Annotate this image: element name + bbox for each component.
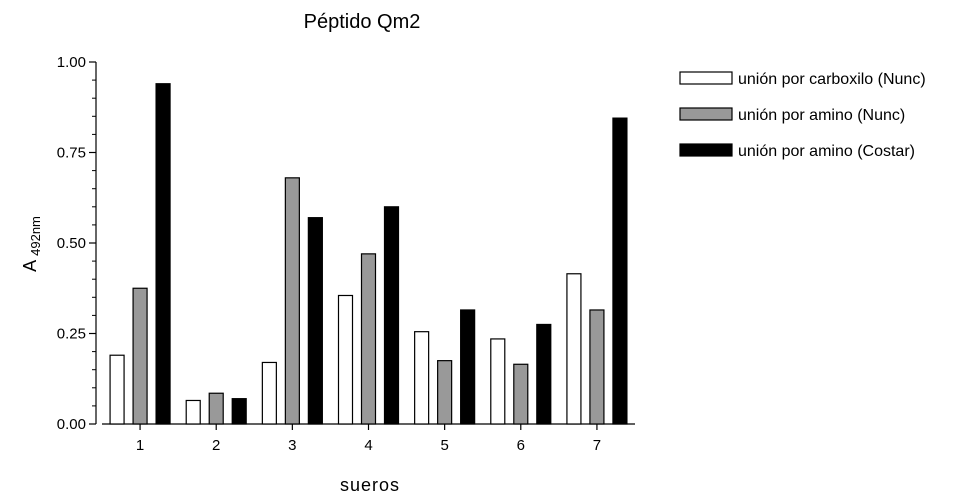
- legend-swatch: [679, 71, 733, 85]
- x-tick-label: 4: [364, 437, 372, 454]
- bar: [360, 253, 377, 425]
- bar: [261, 361, 277, 425]
- y-tick-label: 0.00: [57, 416, 86, 433]
- bar: [612, 117, 628, 425]
- bar: [109, 354, 125, 425]
- y-axis-title-sub: 492nm: [28, 216, 43, 256]
- x-axis-title: sueros: [340, 475, 400, 495]
- bar: [208, 392, 224, 425]
- bar: [337, 294, 354, 425]
- bar: [307, 217, 323, 425]
- bar: [513, 363, 529, 425]
- y-tick-label: 1.00: [57, 54, 86, 71]
- legend: unión por carboxilo (Nunc) unión por amin…: [679, 71, 926, 160]
- y-axis-title-main: A: [20, 260, 40, 272]
- bar: [414, 331, 430, 425]
- plot-area: 0.00 0.25 0.50 0.75 1.00 1 2 3 4 5 6 7: [57, 54, 635, 454]
- bar: [231, 398, 247, 425]
- svg-text:A492nm: A 492nm: [20, 216, 43, 272]
- legend-swatch: [679, 143, 733, 157]
- bar: [132, 287, 148, 425]
- y-tick-label: 0.50: [57, 235, 86, 252]
- bar: [155, 83, 171, 425]
- bar: [460, 309, 476, 425]
- legend-label: unión por amino (Nunc): [738, 107, 905, 124]
- bar: [437, 360, 453, 425]
- y-tick-label: 0.75: [57, 145, 86, 162]
- bar: [185, 399, 201, 425]
- bar: [589, 309, 605, 425]
- y-axis-title: A 492nm: [20, 216, 43, 272]
- x-tick-label: 2: [212, 437, 220, 454]
- bar: [566, 273, 582, 425]
- chart-title: Péptido Qm2: [304, 11, 421, 33]
- bar: [383, 206, 400, 425]
- x-tick-label: 7: [593, 437, 601, 454]
- legend-label: unión por amino (Costar): [738, 143, 915, 160]
- x-tick-label: 1: [136, 437, 144, 454]
- legend-swatch: [679, 107, 733, 121]
- bar: [490, 338, 506, 425]
- bar: [284, 177, 300, 425]
- x-tick-label: 6: [517, 437, 525, 454]
- bar: [536, 323, 552, 425]
- x-tick-label: 3: [288, 437, 296, 454]
- y-tick-label: 0.25: [57, 326, 86, 343]
- x-tick-label: 5: [440, 437, 448, 454]
- legend-label: unión por carboxilo (Nunc): [738, 71, 926, 88]
